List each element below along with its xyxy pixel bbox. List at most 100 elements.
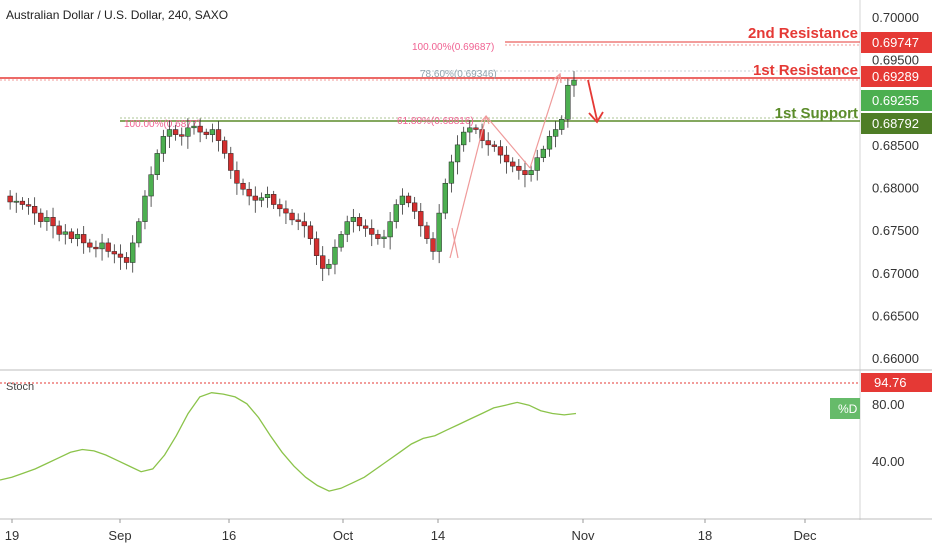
candle-body — [338, 234, 344, 248]
candle-body — [203, 131, 209, 135]
candle-body — [454, 144, 461, 163]
support-1-label: 1st Support — [775, 105, 858, 122]
candle-body — [160, 136, 167, 154]
candle-body — [350, 217, 357, 222]
candle-body — [99, 242, 105, 250]
arrow-head-2 — [552, 72, 562, 84]
price-tick-label: 0.67500 — [872, 223, 919, 238]
candle-body — [130, 242, 136, 263]
downside-arrow-head — [588, 111, 604, 124]
candle-body — [436, 212, 442, 252]
candle-body — [497, 146, 504, 156]
candle-body — [228, 153, 234, 171]
candle-body — [540, 148, 547, 158]
candle-body — [467, 127, 473, 133]
candle-body — [375, 234, 381, 239]
candle-body — [344, 221, 350, 235]
candle-body — [546, 136, 553, 150]
candle-body — [430, 238, 436, 252]
candle-body — [191, 125, 197, 129]
stoch-d-label: %D — [838, 402, 858, 416]
candle-body — [185, 127, 191, 137]
resistance-1-tag — [861, 66, 932, 87]
candle-body — [105, 242, 111, 252]
candle-body — [172, 129, 179, 135]
candle-body — [356, 217, 363, 227]
candle-body — [277, 204, 283, 210]
candle-body — [117, 253, 124, 258]
candle-body — [559, 119, 565, 130]
candle-body — [571, 79, 577, 86]
abcd-leg-1 — [449, 115, 487, 259]
time-tick-label: Dec — [793, 528, 817, 543]
candle-body — [332, 246, 338, 265]
candle-body — [148, 174, 154, 197]
abcd-leg-3 — [529, 73, 561, 169]
candle-body — [295, 219, 301, 222]
pattern-arrows — [449, 72, 604, 259]
candle-body — [56, 225, 62, 235]
downside-arrow — [587, 79, 598, 121]
resistance-2-value: 0.69747 — [872, 35, 919, 50]
candle-body — [448, 161, 455, 184]
candle-body — [424, 225, 430, 239]
fib-label-d: 61.80%(0.68816) — [397, 116, 474, 127]
candle-body — [405, 195, 412, 204]
candle-body — [301, 221, 307, 227]
candle-body — [369, 228, 375, 235]
time-tick-label: 16 — [222, 528, 236, 543]
candle-body — [411, 202, 418, 212]
time-tick-label: Oct — [333, 528, 354, 543]
candle-body — [552, 129, 559, 137]
candle-body — [271, 194, 277, 205]
time-tick-label: 18 — [698, 528, 712, 543]
price-tick-label: 0.69500 — [872, 53, 919, 68]
price-tick-label: 0.68000 — [872, 181, 919, 196]
candle-body — [31, 206, 38, 214]
time-tick-label: Nov — [571, 528, 595, 543]
fib-label-c: 100.00%(0.6877) — [124, 119, 201, 130]
candle-body — [179, 134, 185, 137]
last-price-value: 0.69255 — [872, 93, 919, 108]
price-tick-label: 0.68500 — [872, 138, 919, 153]
candle-body — [44, 217, 50, 222]
stoch-tick-40: 40.00 — [872, 454, 905, 469]
candle-body — [74, 234, 81, 239]
candle-body — [264, 194, 271, 198]
candle-body — [234, 170, 240, 184]
price-tick-label: 0.70000 — [872, 10, 919, 25]
candle-body — [252, 195, 258, 201]
price-tick-label: 0.67000 — [872, 266, 919, 281]
candle-body — [50, 217, 56, 227]
candle-body — [38, 212, 44, 222]
candle-body — [258, 197, 265, 201]
candle-body — [25, 204, 32, 207]
abcd-leg-2 — [485, 115, 531, 169]
support-1-value: 0.68792 — [872, 116, 919, 131]
candle-body — [240, 182, 246, 190]
candle-body — [197, 125, 203, 133]
resistance-1-value: 0.69289 — [872, 69, 919, 84]
price-tick-label: 0.66500 — [872, 308, 919, 323]
support-1-tag — [861, 113, 932, 134]
candle-body — [136, 221, 142, 244]
candle-body — [565, 84, 571, 120]
abcd-leg-4 — [451, 227, 459, 259]
candle-body — [215, 129, 222, 141]
candle-body — [246, 188, 252, 197]
candle-body — [522, 170, 528, 175]
last-price-tag — [861, 90, 932, 111]
resistance-2-label: 2nd Resistance — [748, 25, 858, 42]
stoch-level-tag — [861, 373, 932, 392]
candle-body — [81, 234, 87, 244]
price-axis: 0.700000.695000.690000.685000.680000.675… — [872, 10, 919, 366]
candle-body — [399, 195, 406, 205]
candle-body — [154, 153, 160, 175]
candle-body — [209, 129, 216, 135]
stoch-title: Stoch — [6, 381, 34, 393]
stoch-d-line — [0, 392, 577, 492]
candle-body — [510, 161, 516, 167]
candle-body — [381, 236, 387, 239]
candle-body — [362, 225, 369, 229]
stoch-d-badge — [830, 398, 860, 419]
